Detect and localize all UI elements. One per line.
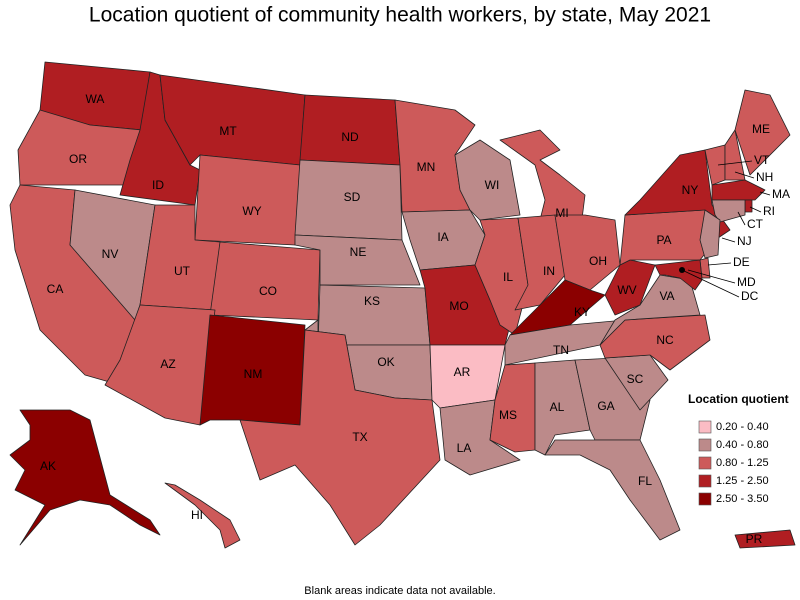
state-label: MA (772, 187, 790, 201)
legend-label: 0.80 - 1.25 (716, 457, 769, 469)
state-label: AL (550, 400, 565, 414)
state-label: VA (659, 289, 674, 303)
leader-line (681, 269, 740, 298)
state-label: RI (763, 204, 775, 218)
state-shape (164, 482, 241, 549)
state-label: PA (656, 233, 671, 247)
state-label: MN (417, 160, 436, 174)
legend-label: 2.50 - 3.50 (716, 493, 769, 505)
state-label: GA (597, 399, 614, 413)
state-label: OH (589, 254, 607, 268)
state-shape (599, 274, 701, 346)
leader-line (687, 269, 736, 284)
state-label: AR (454, 365, 471, 379)
state-label: AK (40, 459, 56, 473)
state-label: KY (574, 305, 590, 319)
legend-label: 0.20 - 0.40 (716, 421, 769, 433)
state-label: AZ (160, 357, 175, 371)
state-label: NE (350, 245, 367, 259)
state-label: NV (102, 247, 119, 261)
state-label: MS (499, 408, 517, 422)
state-shape (554, 214, 621, 291)
state-shape (711, 199, 746, 223)
legend-swatch (698, 492, 712, 506)
leader-line (721, 237, 736, 243)
state-label: LA (457, 441, 472, 455)
state-label: IL (503, 270, 513, 284)
state-label: NJ (737, 234, 752, 248)
state-label: SC (627, 372, 644, 386)
state-label: CT (747, 217, 764, 231)
legend-swatch (698, 474, 712, 488)
state-label: ME (752, 122, 770, 136)
state-shape (544, 439, 681, 541)
state-label: ID (152, 178, 164, 192)
state-label: DE (733, 255, 750, 269)
state-shape (654, 259, 703, 291)
state-label: WV (617, 283, 636, 297)
state-label: NY (682, 183, 699, 197)
state-shape (734, 529, 796, 549)
state-label: WY (242, 204, 261, 218)
legend-swatch (698, 456, 712, 470)
leader-line (749, 206, 762, 213)
state-shape (454, 139, 521, 221)
state-label: VT (754, 153, 770, 167)
state-label: NH (756, 170, 773, 184)
state-label: MD (737, 275, 756, 289)
state-shape (239, 329, 441, 546)
state-shape (699, 209, 721, 259)
state-label: MO (449, 299, 468, 313)
state-shape (209, 241, 321, 321)
state-label: MI (555, 206, 568, 220)
state-shape (711, 179, 766, 201)
legend-label: 0.40 - 0.80 (716, 439, 769, 451)
legend-label: 1.25 - 2.50 (716, 475, 769, 487)
state-label: FL (638, 474, 652, 488)
state-shape (9, 409, 161, 546)
state-label: PR (746, 532, 763, 546)
state-label: DC (741, 289, 759, 303)
state-label: ND (341, 130, 359, 144)
state-shape (194, 154, 301, 246)
legend-swatch (698, 438, 712, 452)
state-shape (744, 199, 753, 213)
state-shape (734, 89, 791, 176)
state-label: IN (543, 264, 555, 278)
leader-line (707, 262, 732, 266)
leader-line (734, 171, 755, 179)
state-label: SD (344, 190, 361, 204)
state-label: NM (244, 367, 263, 381)
leader-line (759, 191, 771, 196)
legend-title: Location quotient (688, 392, 789, 406)
leader-line (717, 160, 753, 166)
state-label: NC (656, 333, 674, 347)
state-shape (104, 304, 216, 426)
state-label: OK (377, 355, 394, 369)
legend-swatch (698, 420, 712, 434)
state-label: KS (364, 294, 380, 308)
state-label: IA (437, 230, 448, 244)
state-label: WA (86, 92, 105, 106)
state-label: MT (219, 124, 237, 138)
map-title: Location quotient of community health wo… (89, 4, 711, 27)
state-label: TN (553, 343, 569, 357)
leader-line (737, 211, 746, 226)
state-label: HI (191, 508, 203, 522)
state-label: UT (174, 264, 191, 278)
footnote: Blank areas indicate data not available. (304, 585, 495, 597)
state-label: TX (352, 430, 367, 444)
state-label: CO (259, 284, 277, 298)
state-label: WI (485, 178, 500, 192)
state-label: CA (47, 282, 64, 296)
state-label: OR (69, 152, 87, 166)
